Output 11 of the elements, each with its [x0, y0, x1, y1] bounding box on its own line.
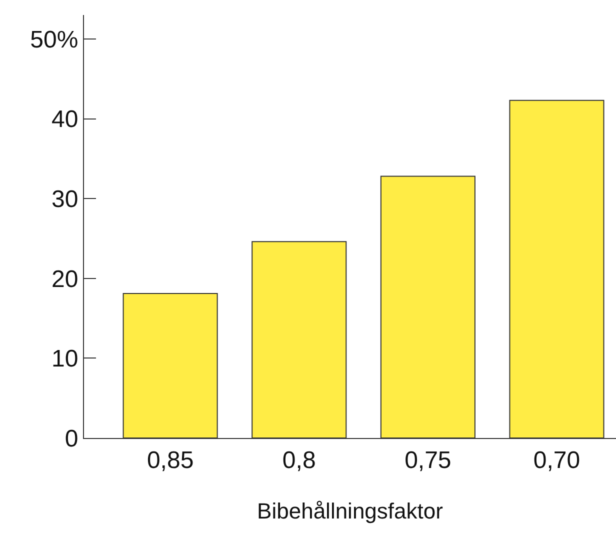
x-tick-label: 0,75	[404, 446, 452, 474]
y-tick-label: 0	[64, 425, 78, 452]
y-tick-label: 50%	[30, 26, 78, 54]
x-tick-label: 0,8	[282, 446, 316, 474]
y-tick-label: 20	[51, 266, 78, 293]
x-axis-title: Bibehållningsfaktor	[257, 498, 443, 524]
y-tick-label: 10	[51, 346, 78, 373]
y-tick-label: 40	[51, 106, 78, 134]
y-tick-label: 30	[51, 186, 78, 213]
x-tick-label: 0,85	[146, 446, 194, 474]
x-tick-label: 0,70	[533, 446, 580, 474]
